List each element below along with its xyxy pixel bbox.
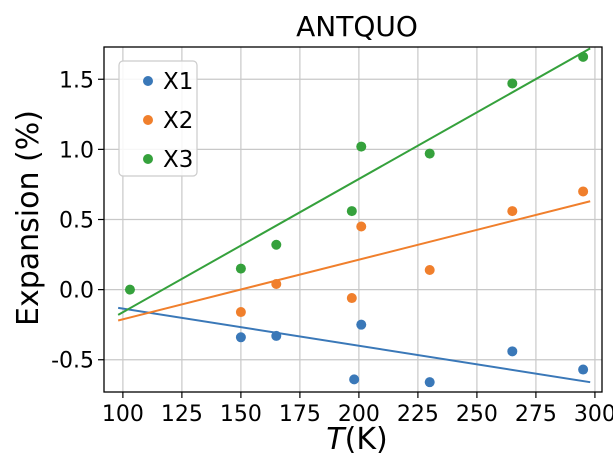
data-point-x2 (507, 206, 518, 217)
x-tick-label: 200 (338, 402, 380, 427)
data-points (124, 51, 589, 388)
y-tick-label: 0.0 (59, 279, 94, 304)
data-point-x1 (235, 332, 246, 343)
x-tick-label: 225 (397, 402, 439, 427)
y-tick-label: 0.5 (59, 209, 94, 234)
fit-lines (117, 47, 591, 384)
fit-line-x1 (118, 306, 591, 384)
x-tick-label: 300 (574, 402, 613, 427)
data-point-x2 (578, 186, 589, 197)
data-point-x3 (507, 78, 518, 89)
chart-title: ANTQUO (296, 10, 418, 43)
data-point-x3 (235, 263, 246, 274)
data-point-x1 (424, 377, 435, 388)
legend-label-x2: X2 (163, 108, 193, 134)
data-point-x3 (356, 141, 367, 152)
fit-line-x3 (117, 47, 591, 316)
x-axis-unit: (K) (345, 422, 388, 457)
y-tick-label: 1.0 (59, 138, 94, 163)
data-point-x1 (271, 330, 282, 341)
x-tick-label: 250 (456, 402, 498, 427)
data-point-x2 (235, 307, 246, 318)
data-point-x2 (346, 293, 357, 304)
data-point-x3 (124, 284, 135, 295)
y-axis-title: Expansion (%) (11, 110, 46, 326)
x-tick-label: 175 (279, 402, 321, 427)
data-point-x2 (424, 264, 435, 275)
data-point-x3 (346, 206, 357, 217)
x-tick-label: 100 (102, 402, 144, 427)
data-point-x2 (271, 279, 282, 290)
data-point-x1 (349, 374, 360, 385)
data-point-x1 (507, 346, 518, 357)
x-axis-title: T(K) (326, 422, 387, 457)
legend: X1 X2 X3 (118, 60, 198, 177)
x-tick-label: 150 (220, 402, 262, 427)
y-tick-label: -0.5 (51, 349, 94, 374)
legend-label-x1: X1 (163, 69, 193, 95)
legend-box (118, 60, 198, 177)
fit-line-x2 (117, 200, 591, 322)
data-point-x3 (271, 239, 282, 250)
data-point-x1 (356, 319, 367, 330)
data-point-x3 (424, 148, 435, 159)
data-point-x1 (578, 364, 589, 375)
legend-marker-x1 (143, 76, 153, 86)
x-tick-label: 125 (161, 402, 203, 427)
legend-marker-x2 (143, 115, 153, 125)
data-point-x2 (356, 221, 367, 232)
y-tick-label: 1.5 (59, 68, 94, 93)
x-tick-label: 275 (515, 402, 557, 427)
x-axis-variable: T (326, 422, 347, 457)
data-point-x3 (578, 51, 589, 62)
axis-ticks: 100 125 150 175 200 225 250 275 300 1.5 1.0 0.5 0.0 -… (51, 68, 613, 427)
legend-marker-x3 (143, 154, 153, 164)
legend-label-x3: X3 (163, 147, 193, 173)
